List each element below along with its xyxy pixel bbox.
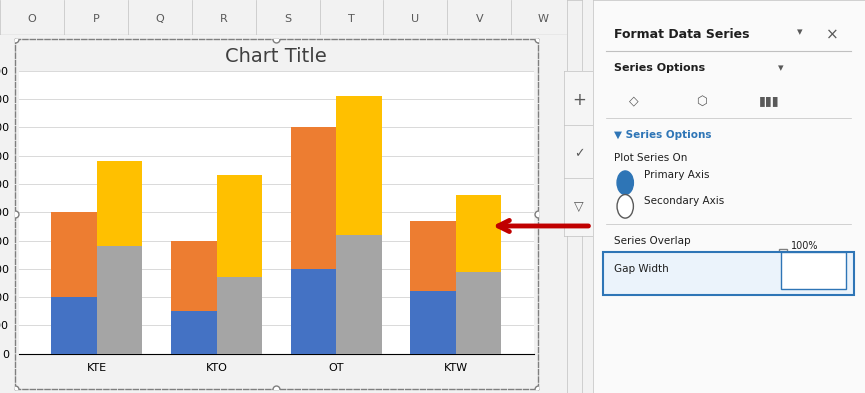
Text: Q: Q: [156, 15, 164, 24]
Bar: [97, 161, 143, 246]
Text: ◇: ◇: [629, 94, 638, 107]
Circle shape: [617, 171, 633, 195]
FancyBboxPatch shape: [780, 252, 846, 289]
Bar: [51, 212, 97, 297]
Text: ✓: ✓: [573, 147, 585, 160]
Bar: [291, 269, 336, 354]
Text: ▽: ▽: [574, 200, 584, 213]
Bar: [456, 272, 502, 354]
Bar: [216, 175, 262, 277]
Text: ×: ×: [826, 28, 839, 42]
Bar: [171, 241, 216, 311]
Text: V: V: [476, 15, 484, 24]
Text: W: W: [538, 15, 548, 24]
Bar: [410, 221, 456, 292]
Text: ▮▮▮: ▮▮▮: [759, 94, 780, 107]
Title: Chart Title: Chart Title: [226, 48, 327, 66]
Bar: [291, 127, 336, 269]
Text: T: T: [348, 15, 355, 24]
Text: Series Options: Series Options: [614, 63, 706, 73]
Text: ▾: ▾: [797, 28, 803, 37]
Text: S: S: [284, 15, 292, 24]
Text: Format Data Series: Format Data Series: [614, 28, 750, 40]
Text: ▼ Series Options: ▼ Series Options: [614, 130, 712, 140]
Text: 0%: 0%: [803, 264, 818, 274]
Bar: [410, 292, 456, 354]
Text: Gap Width: Gap Width: [614, 264, 669, 274]
Bar: [456, 195, 502, 272]
Text: Primary Axis: Primary Axis: [644, 170, 710, 180]
Text: U: U: [412, 15, 420, 24]
FancyBboxPatch shape: [604, 252, 854, 295]
Text: P: P: [93, 15, 99, 24]
Text: Secondary Axis: Secondary Axis: [644, 196, 725, 206]
Text: O: O: [28, 15, 36, 24]
Bar: [216, 277, 262, 354]
Text: ▾: ▾: [778, 63, 784, 73]
Text: Series Overlap: Series Overlap: [614, 236, 691, 246]
Bar: [171, 311, 216, 354]
Text: ⬡: ⬡: [696, 94, 707, 107]
Circle shape: [617, 195, 633, 218]
Bar: [97, 246, 143, 354]
Text: Plot Series On: Plot Series On: [614, 153, 688, 163]
Text: +: +: [572, 92, 586, 110]
Text: 100%: 100%: [791, 241, 819, 251]
Text: R: R: [220, 15, 227, 24]
Bar: [336, 96, 381, 235]
Bar: [336, 235, 381, 354]
Bar: [51, 297, 97, 354]
